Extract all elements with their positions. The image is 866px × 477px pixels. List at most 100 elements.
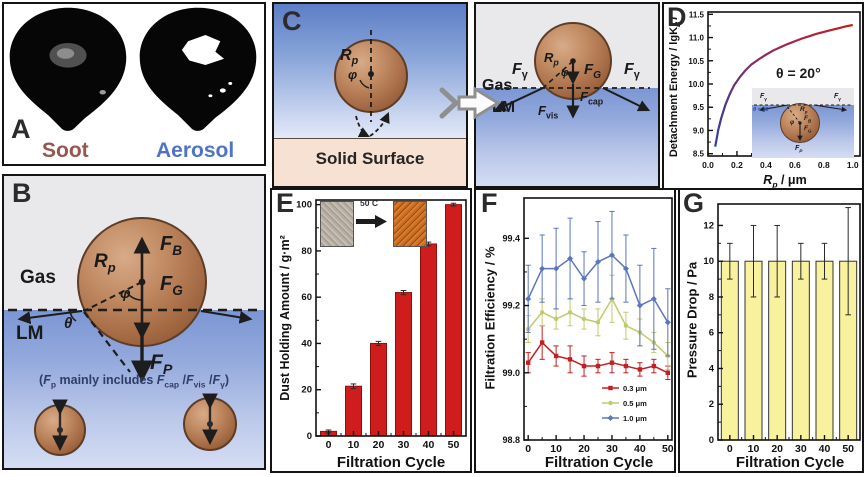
panel-g-label: G bbox=[683, 188, 705, 218]
svg-text:30: 30 bbox=[606, 443, 618, 455]
filter-photo-before bbox=[320, 201, 354, 247]
fgamma-right-label: Fγ bbox=[624, 61, 640, 82]
svg-text:9.5: 9.5 bbox=[693, 103, 705, 112]
soot-label: Soot bbox=[42, 139, 89, 162]
svg-text:1.0: 1.0 bbox=[847, 160, 859, 170]
svg-text:1.0 μm: 1.0 μm bbox=[623, 414, 647, 423]
double-arrow-icon bbox=[439, 86, 501, 120]
svg-text:80: 80 bbox=[301, 246, 312, 257]
d-y-axis-label: Detachment Energy / lgKBT bbox=[668, 14, 683, 158]
rp-label: Rp bbox=[94, 251, 116, 275]
panel-f-chart: 98.8 99.0 99.2 99.4 0 10 20 30 40 50 0.3 μm 0.5 μm 1… bbox=[474, 188, 676, 473]
svg-text:0: 0 bbox=[727, 443, 733, 455]
contact-angle-annotation: θ = 20° bbox=[776, 65, 821, 81]
solid-surface-label: Solid Surface bbox=[315, 149, 425, 168]
svg-text:100: 100 bbox=[296, 200, 312, 211]
rp-label: Rp bbox=[800, 106, 808, 115]
panel-e-chart: 0 20 40 60 80 100 0 10 20 30 40 50 E Dust Holding A… bbox=[270, 188, 472, 473]
solid-surface-region bbox=[274, 138, 466, 186]
svg-text:10: 10 bbox=[348, 439, 360, 451]
svg-text:99.0: 99.0 bbox=[502, 368, 520, 378]
fvis-label: Fvis bbox=[538, 103, 559, 121]
phi-label: φ bbox=[790, 120, 795, 126]
panel-e-label: E bbox=[276, 188, 295, 218]
svg-text:0: 0 bbox=[709, 435, 714, 446]
svg-text:9.0: 9.0 bbox=[693, 126, 705, 135]
fp-note: (Fp mainly includes Fcap /Fvis /Fγ) bbox=[39, 373, 229, 390]
panel-c-linework bbox=[355, 30, 390, 137]
chart-pressure-drop: 0 2 4 6 8 10 12 0 10 20 30 40 50 bbox=[703, 203, 861, 455]
fgamma-left-label: Fγ bbox=[512, 61, 528, 82]
svg-text:20: 20 bbox=[301, 385, 312, 396]
svg-text:0.5 μm: 0.5 μm bbox=[623, 399, 647, 408]
gas-label: Gas bbox=[20, 267, 56, 288]
svg-text:40: 40 bbox=[819, 443, 831, 455]
svg-text:10: 10 bbox=[748, 443, 760, 455]
d-x-axis-label: Rp / μm bbox=[763, 173, 807, 190]
phi-label: φ bbox=[120, 285, 131, 302]
svg-text:0: 0 bbox=[326, 439, 332, 451]
svg-text:4: 4 bbox=[709, 363, 715, 374]
panel-c-solid: C Rp φ Solid Surface bbox=[272, 2, 468, 188]
svg-text:98.8: 98.8 bbox=[502, 435, 520, 445]
svg-text:20: 20 bbox=[771, 443, 783, 455]
fg-label: FG bbox=[160, 273, 183, 298]
rp-label: Rp bbox=[544, 50, 559, 68]
svg-text:10: 10 bbox=[703, 256, 714, 267]
svg-text:20: 20 bbox=[373, 439, 385, 451]
g-x-axis-label: Filtration Cycle bbox=[735, 454, 845, 471]
phi-label: φ bbox=[561, 67, 569, 79]
svg-text:8: 8 bbox=[709, 292, 714, 303]
inset-linework bbox=[754, 104, 852, 142]
svg-text:0: 0 bbox=[307, 431, 312, 442]
fg-label: FG bbox=[584, 61, 602, 81]
panel-b-label: B bbox=[12, 178, 32, 208]
fp-label: FP bbox=[150, 351, 173, 379]
svg-text:0.3 μm: 0.3 μm bbox=[623, 384, 647, 393]
fp-label: FP bbox=[795, 145, 803, 155]
svg-text:99.4: 99.4 bbox=[502, 233, 520, 243]
svg-text:30: 30 bbox=[398, 439, 410, 451]
panel-d-label: D bbox=[667, 2, 687, 32]
svg-text:50: 50 bbox=[662, 443, 674, 455]
fb-label: FB bbox=[160, 233, 183, 258]
svg-text:12: 12 bbox=[703, 220, 714, 231]
theta-label: θ bbox=[64, 315, 73, 332]
svg-text:40: 40 bbox=[634, 443, 646, 455]
panel-c-label: C bbox=[282, 6, 302, 36]
transition-arrow bbox=[438, 84, 502, 127]
svg-text:0.4: 0.4 bbox=[760, 160, 772, 170]
svg-text:8.5: 8.5 bbox=[693, 150, 705, 159]
svg-text:20: 20 bbox=[578, 443, 590, 455]
filter-photo-after bbox=[393, 201, 427, 247]
heating-arrow-icon bbox=[356, 215, 387, 228]
phi-label: φ bbox=[348, 67, 358, 82]
svg-text:0.2: 0.2 bbox=[731, 160, 743, 170]
svg-text:99.2: 99.2 bbox=[502, 301, 520, 311]
soot-droplet-image bbox=[9, 7, 127, 131]
fcap-label: Fcap bbox=[580, 89, 604, 107]
f-y-axis-label: Filtration Efficiency / % bbox=[482, 246, 498, 390]
inset-theta-label: θ = 20° bbox=[753, 107, 771, 113]
svg-text:10: 10 bbox=[550, 443, 562, 455]
svg-text:0.6: 0.6 bbox=[789, 160, 801, 170]
panel-f-label: F bbox=[481, 188, 498, 218]
svg-text:2: 2 bbox=[709, 399, 714, 410]
f-x-axis-label: Filtration Cycle bbox=[544, 454, 654, 471]
e-y-axis-label: Dust Holding Amount / g·m² bbox=[278, 235, 292, 401]
panel-c-lm: Fγ Gas LM Fγ Rp φ FG Fcap Fvis bbox=[474, 2, 660, 188]
aerosol-droplet-image bbox=[139, 7, 257, 131]
svg-text:30: 30 bbox=[795, 443, 807, 455]
svg-text:0: 0 bbox=[525, 443, 531, 455]
svg-text:60: 60 bbox=[301, 292, 312, 303]
panel-d-chart: 8.5 9.0 9.5 10.0 10.5 11.0 11.5 0.0 0.2 0.4 0.6 0.8… bbox=[662, 2, 864, 190]
svg-text:40: 40 bbox=[301, 338, 312, 349]
panel-b-diagram: B Gas LM Rp φ FB FG θ FP (Fp mainly incl… bbox=[2, 174, 266, 470]
g-y-axis-label: Pressure Drop / Pa bbox=[684, 261, 700, 379]
gas-label: Gas bbox=[482, 77, 513, 94]
fgamma-right-label: Fγ bbox=[834, 93, 841, 103]
svg-text:50: 50 bbox=[448, 439, 460, 451]
svg-text:6: 6 bbox=[709, 328, 714, 339]
lm-label: LM bbox=[16, 323, 44, 344]
